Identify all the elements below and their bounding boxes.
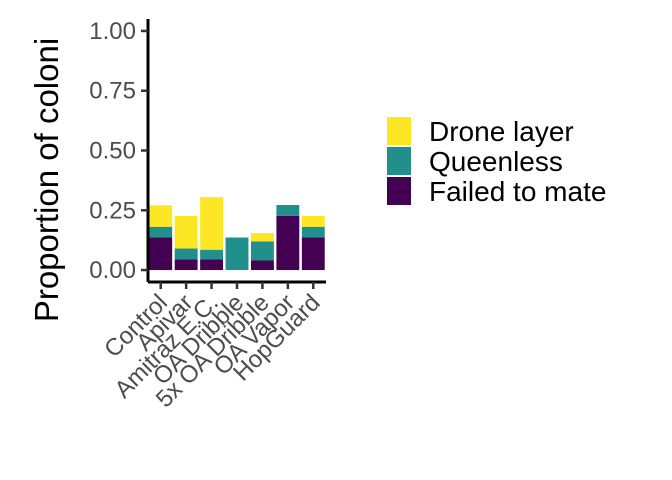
bar-segment-hopguard-drone-layer	[301, 216, 325, 227]
y-axis: 0.00 0.25 0.50 0.75 1.00	[89, 18, 150, 284]
bar-segment-apivar-drone-layer	[174, 216, 198, 249]
bar-segment-control-drone-layer	[149, 205, 173, 227]
legend-key	[387, 117, 411, 145]
legend-key	[387, 147, 411, 175]
bar-segment-oa-vapor-queenless	[276, 205, 300, 216]
y-tick-label: 0.75	[89, 78, 136, 105]
y-tick-label: 0.00	[89, 257, 136, 284]
bar-segment-5x-oa-dribble-failed-to-mate	[250, 260, 274, 271]
bar-segment-amitraz-e-c--queenless	[200, 249, 224, 260]
y-tick-label: 0.25	[89, 197, 136, 224]
bar-segment-control-failed-to-mate	[149, 237, 173, 271]
bar-layer	[149, 197, 325, 271]
bar-segment-amitraz-e-c--drone-layer	[200, 197, 224, 250]
bar-segment-hopguard-failed-to-mate	[301, 237, 325, 271]
legend-label: Drone layer	[429, 116, 574, 147]
bar-segment-5x-oa-dribble-drone-layer	[250, 232, 274, 242]
bar-segment-control-queenless	[149, 226, 173, 238]
legend-label: Queenless	[429, 146, 563, 177]
legend-key	[387, 177, 411, 205]
bar-segment-oa-vapor-failed-to-mate	[276, 215, 300, 271]
bar-segment-hopguard-queenless	[301, 226, 325, 238]
bar-segment-amitraz-e-c--failed-to-mate	[200, 259, 224, 271]
y-axis-title: Proportion of coloni	[28, 38, 65, 322]
bar-segment-5x-oa-dribble-queenless	[250, 241, 274, 261]
bar-segment-apivar-failed-to-mate	[174, 259, 198, 271]
legend-label: Failed to mate	[429, 176, 606, 207]
bar-segment-apivar-queenless	[174, 248, 198, 260]
y-tick-label: 1.00	[89, 18, 136, 45]
y-tick-label: 0.50	[89, 138, 136, 165]
bar-segment-oa-dribble-queenless	[225, 237, 249, 271]
